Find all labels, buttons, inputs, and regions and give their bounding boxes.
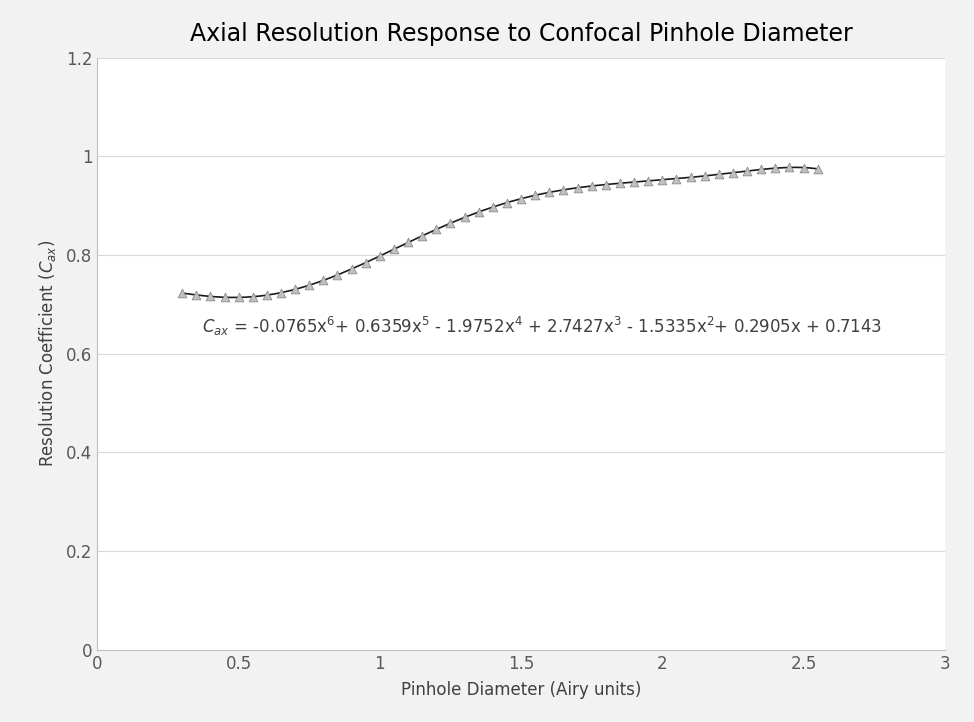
Point: [372, 251, 388, 262]
Point: [414, 230, 430, 242]
Point: [273, 287, 288, 298]
Point: [753, 164, 768, 175]
Point: [626, 176, 642, 188]
Point: [189, 289, 205, 300]
Point: [329, 269, 345, 281]
Point: [739, 165, 755, 177]
Point: [442, 217, 458, 229]
Point: [259, 290, 275, 301]
Point: [400, 237, 416, 248]
Point: [640, 175, 656, 187]
Point: [598, 179, 614, 191]
Y-axis label: Resolution Coefficient ($\it{C}$$_{ax}$): Resolution Coefficient ($\it{C}$$_{ax}$): [37, 240, 57, 467]
Point: [711, 168, 727, 180]
Point: [344, 263, 359, 274]
Point: [796, 162, 811, 173]
Point: [386, 243, 401, 255]
Point: [668, 173, 684, 184]
Point: [612, 178, 627, 189]
Point: [231, 292, 246, 303]
Point: [203, 291, 218, 303]
Point: [457, 212, 472, 223]
Point: [655, 174, 670, 186]
Point: [216, 292, 233, 303]
Point: [287, 284, 303, 295]
Point: [485, 201, 501, 213]
Point: [245, 291, 261, 303]
Point: [768, 162, 783, 174]
Point: [555, 184, 571, 196]
Text: $\it{C}$$_{ax}$ = -0.0765x$^6$+ 0.6359x$^5$ - 1.9752x$^4$ + 2.7427x$^3$ - 1.5335: $\it{C}$$_{ax}$ = -0.0765x$^6$+ 0.6359x$…: [202, 315, 882, 338]
Point: [583, 180, 599, 192]
Point: [513, 193, 529, 204]
Point: [542, 186, 557, 198]
Point: [301, 279, 317, 291]
Point: [528, 189, 543, 201]
Point: [470, 206, 486, 218]
Point: [316, 274, 331, 286]
Point: [725, 167, 740, 178]
Point: [429, 224, 444, 235]
X-axis label: Pinhole Diameter (Airy units): Pinhole Diameter (Airy units): [401, 681, 641, 699]
Point: [174, 287, 190, 299]
Point: [809, 163, 825, 175]
Point: [696, 170, 712, 182]
Point: [683, 172, 698, 183]
Point: [781, 162, 797, 173]
Point: [570, 182, 585, 193]
Point: [499, 197, 514, 209]
Title: Axial Resolution Response to Confocal Pinhole Diameter: Axial Resolution Response to Confocal Pi…: [190, 22, 852, 46]
Point: [358, 257, 374, 269]
